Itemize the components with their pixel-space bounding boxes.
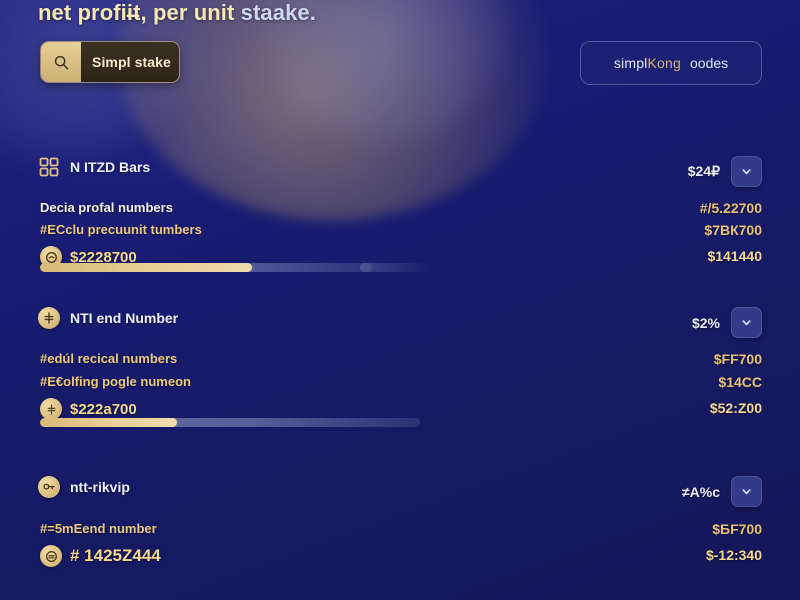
chevron-down-icon[interactable]: [731, 156, 762, 187]
progress-bar-fill: [40, 418, 177, 427]
chevron-down-icon[interactable]: [731, 307, 762, 338]
coin-icon: [40, 545, 62, 567]
row-title: N ITZD Bars: [70, 159, 151, 175]
row-detail-value: $14CC: [718, 374, 762, 390]
row-title: ntt-rikvip: [70, 479, 130, 495]
row-amount-text: $222a700: [70, 400, 137, 418]
arrows-vertical-icon: [38, 307, 60, 329]
progress-bar-fill: [40, 263, 253, 272]
row-amount-value: $52:Z00: [709, 400, 762, 416]
page-title: net profii̶t, per unit staake.: [38, 0, 316, 26]
row-detail-value: $БF700: [712, 521, 762, 537]
search-value: Simpl stake: [92, 54, 171, 70]
row-amount-value: $-12:340: [705, 547, 762, 563]
row-amount: $2228700: [40, 246, 137, 268]
row-header[interactable]: ntt-rikvip: [38, 476, 130, 498]
row-detail-label: #edúl recical numbers: [40, 351, 178, 366]
row-right-controls: $24₽: [688, 156, 762, 187]
row-right-controls: ≠A%с: [682, 476, 762, 507]
row-detail-label: #E€olfing pogle numeon: [40, 374, 191, 389]
grid-blocks-icon: [38, 156, 60, 178]
row-detail-value: $FF700: [713, 351, 762, 367]
chevron-down-icon[interactable]: [731, 476, 762, 507]
arrows-vertical-icon: [40, 398, 62, 420]
row-detail-value: #/5.22700: [699, 200, 762, 216]
row-detail-label: #ECсlu precuunit tumbers: [40, 222, 202, 237]
progress-tail: [360, 263, 432, 272]
brand-suffix: oodes: [690, 55, 729, 71]
row-amount-text: $2228700: [70, 248, 137, 266]
progress-bar[interactable]: [40, 418, 420, 427]
background-glow-warm: [118, 0, 548, 220]
row-right-controls: $2%: [692, 307, 762, 338]
row-title: NTI end Number: [70, 310, 179, 326]
row-detail-label: Decia profal numbers: [40, 200, 173, 215]
row-amount: $222a700: [40, 398, 137, 420]
row-amount: # 1425Z444: [40, 545, 161, 567]
search-icon[interactable]: [41, 42, 81, 82]
row-amount-value: $141440: [707, 248, 762, 264]
page-title-accent: staake.: [240, 0, 316, 25]
brand-word-left: simpl: [613, 55, 648, 71]
row-header[interactable]: N ITZD Bars: [38, 156, 150, 178]
brand-badge[interactable]: simplKong oodes: [580, 41, 762, 85]
row-header[interactable]: NTI end Number: [38, 307, 178, 329]
progress-bar[interactable]: [40, 263, 372, 272]
row-percent: $24₽: [687, 163, 720, 179]
row-amount-text: # 1425Z444: [70, 546, 161, 565]
brand-word-right: Kong: [647, 55, 681, 71]
row-detail-value: $7BК700: [704, 222, 762, 238]
brand-wordmark: simplKong: [614, 55, 681, 71]
row-percent: ≠A%с: [681, 483, 720, 500]
search-field[interactable]: Simpl stake: [81, 42, 179, 82]
row-detail-label: #=5mEend number: [40, 521, 157, 536]
page-title-main: net profii̶t, per unit: [38, 0, 241, 25]
search-input[interactable]: Simpl stake: [40, 41, 180, 83]
row-percent: $2%: [691, 314, 720, 331]
coin-icon: [40, 246, 62, 268]
key-icon: [38, 476, 60, 498]
